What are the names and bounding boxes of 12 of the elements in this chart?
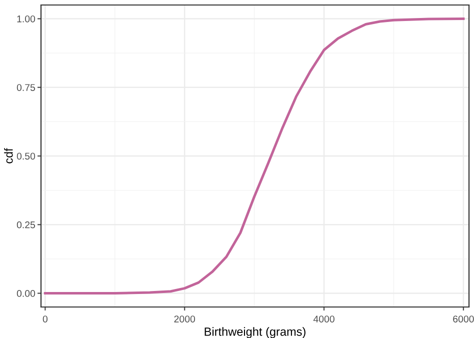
- x-axis-title: Birthweight (grams): [204, 327, 306, 338]
- x-tick-label: 2000: [174, 316, 196, 322]
- y-tick-label: 0.50: [16, 152, 36, 160]
- y-tick-label: 0.25: [16, 221, 36, 228]
- line-series: [44, 17, 465, 295]
- y-tick-label: 0.00: [16, 290, 36, 297]
- y-axis-title: cdf: [4, 148, 13, 164]
- x-tick-label: 6000: [453, 316, 474, 322]
- y-tick-label: 0.75: [16, 84, 36, 91]
- x-tick-label: 4000: [313, 316, 334, 322]
- x-tick-label: 0: [42, 316, 48, 322]
- y-tick-label: 1.00: [17, 15, 36, 22]
